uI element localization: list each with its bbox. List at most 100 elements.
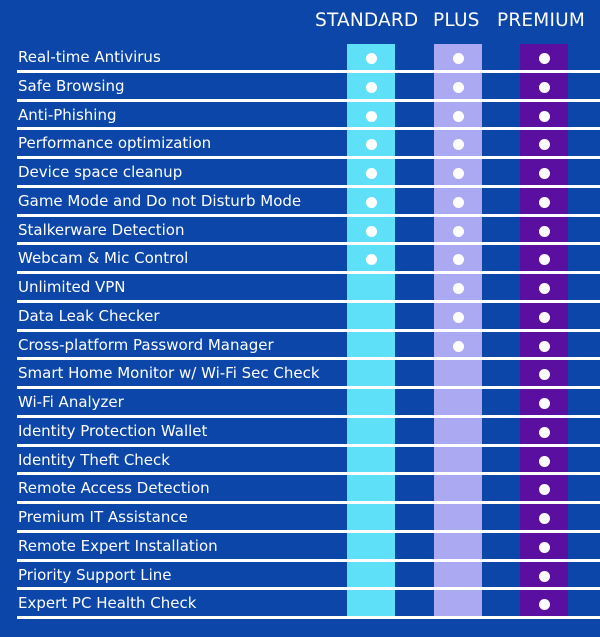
included-dot-icon [539,513,550,524]
included-dot-icon [539,53,550,64]
feature-row: Game Mode and Do not Disturb Mode [0,188,600,217]
row-divider [17,242,600,246]
feature-row: Safe Browsing [0,73,600,102]
included-dot-icon [453,311,464,323]
row-divider [17,127,600,131]
included-dot-icon [453,139,464,151]
included-dot-icon [539,81,550,93]
feature-label: Game Mode and Do not Disturb Mode [18,191,302,210]
feature-label: Data Leak Checker [18,306,160,325]
feature-label: Premium IT Assistance [18,508,188,526]
included-dot-icon [366,196,377,208]
included-dot-icon [453,283,464,294]
included-dot-icon [539,340,550,352]
included-dot-icon [539,225,550,237]
row-divider [17,98,600,102]
row-divider [17,414,600,418]
feature-label: Priority Support Line [18,565,172,584]
feature-row: Expert PC Health Check [0,590,600,619]
included-dot-icon [453,225,464,237]
feature-label: Unlimited VPN [18,278,126,296]
feature-row: Webcam & Mic Control [0,245,600,274]
row-divider [17,213,600,217]
row-divider [17,69,600,73]
feature-label: Remote Access Detection [18,479,210,498]
included-dot-icon [539,541,550,553]
included-dot-icon [453,196,464,208]
feature-row: Device space cleanup [0,159,600,188]
included-dot-icon [539,196,550,208]
feature-row: Wi-Fi Analyzer [0,389,600,418]
included-dot-icon [366,53,377,64]
included-dot-icon [366,225,377,237]
row-divider [17,299,600,303]
row-divider [17,558,600,562]
feature-row: Identity Theft Check [0,447,600,476]
included-dot-icon [453,254,464,266]
feature-row: Anti-Phishing [0,102,600,131]
feature-label: Wi-Fi Analyzer [18,393,124,411]
included-dot-icon [366,110,377,122]
included-dot-icon [453,340,464,352]
included-dot-icon [366,168,377,179]
feature-label: Smart Home Monitor w/ Wi-Fi Sec Check [18,364,320,383]
feature-label: Performance optimization [18,134,212,153]
feature-label: Identity Theft Check [18,450,170,469]
included-dot-icon [539,139,550,151]
feature-label: Webcam & Mic Control [18,249,189,268]
feature-row: Smart Home Monitor w/ Wi-Fi Sec Check [0,360,600,389]
included-dot-icon [453,53,464,64]
feature-row: Data Leak Checker [0,303,600,332]
feature-row: Performance optimization [0,130,600,159]
plan-label-standard: STANDARD [315,10,419,31]
included-dot-icon [539,168,550,179]
included-dot-icon [539,426,550,438]
included-dot-icon [453,81,464,93]
feature-row: Real-time Antivirus [0,44,600,73]
included-dot-icon [539,369,550,381]
included-dot-icon [539,570,550,582]
feature-label: Anti-Phishing [18,105,117,124]
feature-label: Identity Protection Wallet [18,421,208,440]
included-dot-icon [539,455,550,467]
feature-row: Premium IT Assistance [0,504,600,533]
feature-row: Remote Access Detection [0,475,600,504]
feature-row: Cross-platform Password Manager [0,332,600,361]
row-divider [17,529,600,533]
row-divider [17,328,600,332]
feature-row: Remote Expert Installation [0,533,600,562]
row-divider [17,156,600,159]
feature-comparison-table: Real-time Antivirus Safe Browsing Anti-Phi… [0,44,600,619]
included-dot-icon [539,311,550,323]
feature-label: Stalkerware Detection [18,220,185,239]
included-dot-icon [539,110,550,122]
feature-label: Remote Expert Installation [18,536,218,555]
included-dot-icon [366,254,377,266]
included-dot-icon [539,283,550,294]
row-divider [17,616,600,619]
row-divider [17,357,600,361]
plan-label-plus: PLUS [433,10,480,31]
row-divider [17,271,600,274]
feature-label: Real-time Antivirus [18,48,161,66]
included-dot-icon [453,168,464,179]
feature-label: Expert PC Health Check [18,594,197,613]
included-dot-icon [539,484,550,496]
feature-label: Cross-platform Password Manager [18,335,274,354]
included-dot-icon [539,254,550,266]
included-dot-icon [366,139,377,151]
feature-row: Stalkerware Detection [0,217,600,246]
feature-row: Priority Support Line [0,562,600,591]
row-divider [17,184,600,188]
row-divider [17,472,600,476]
included-dot-icon [366,81,377,93]
included-dot-icon [539,398,550,409]
plan-label-premium: PREMIUM [497,10,586,31]
feature-row: Unlimited VPN [0,274,600,303]
row-divider [17,386,600,389]
feature-row: Identity Protection Wallet [0,418,600,447]
feature-label: Device space cleanup [18,163,183,181]
row-divider [17,443,600,447]
row-divider [17,587,600,591]
plan-header: STANDARD PLUS PREMIUM [0,10,600,36]
